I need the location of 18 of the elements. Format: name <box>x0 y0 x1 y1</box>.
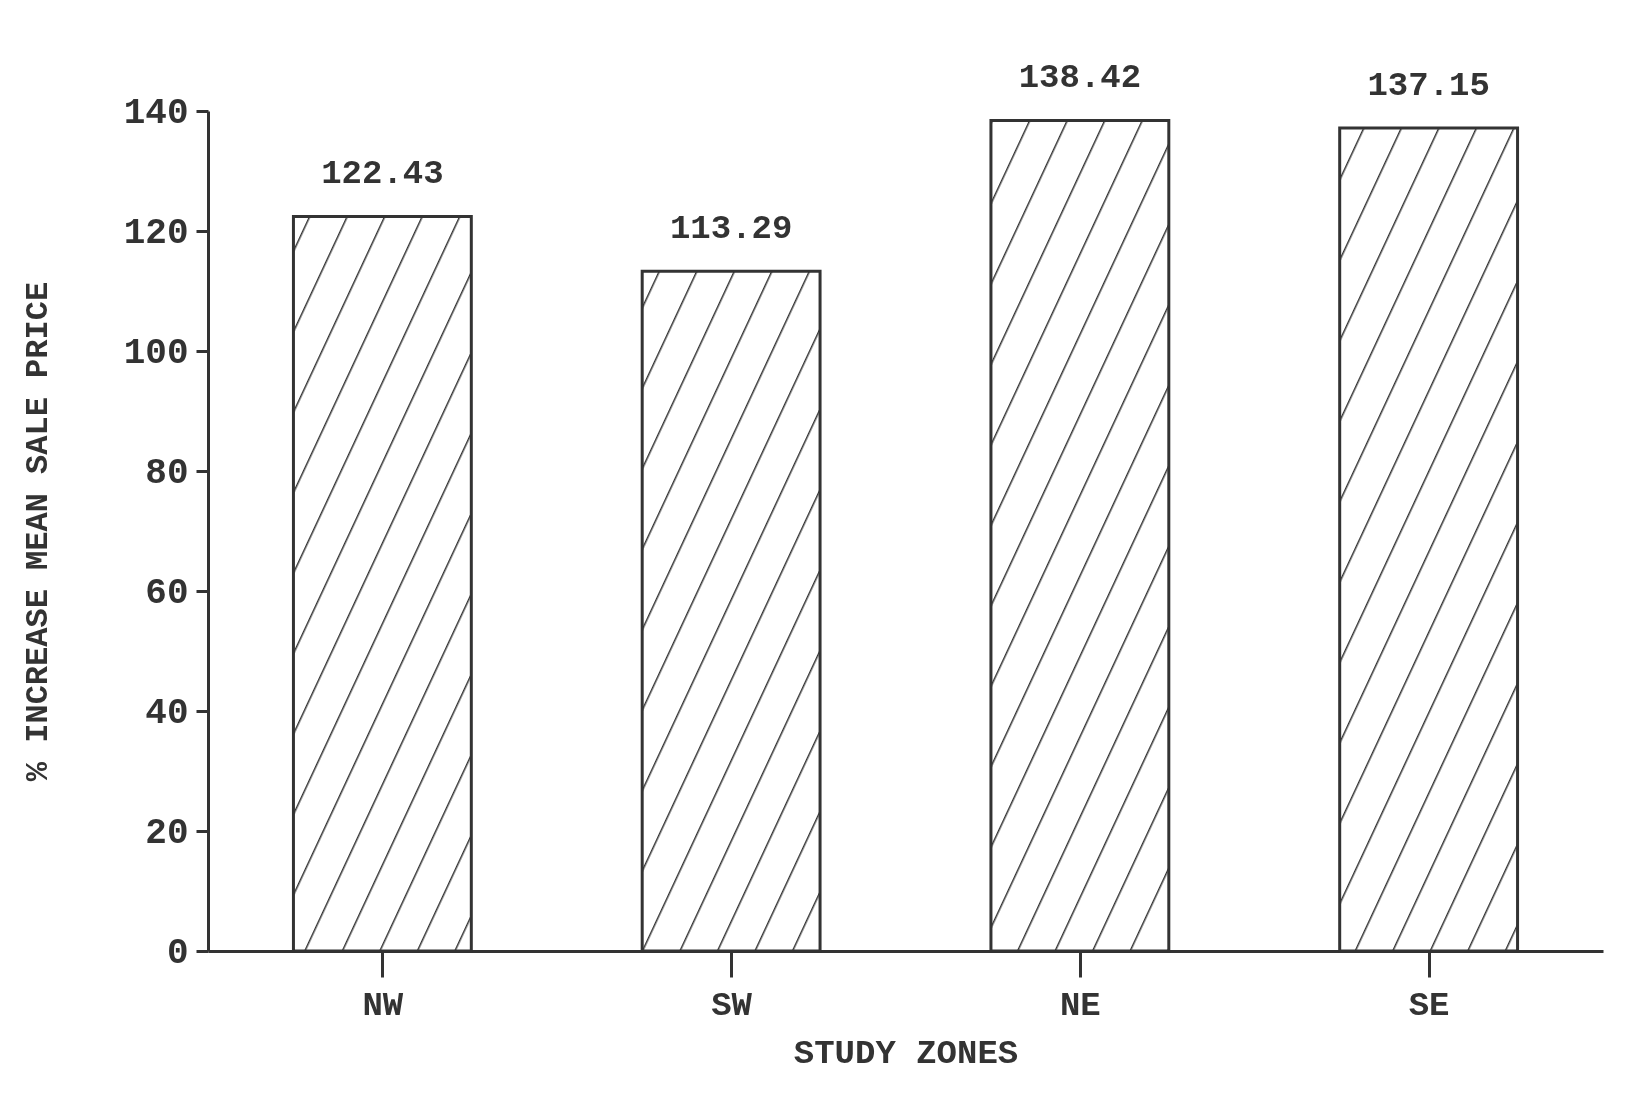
y-tick-label: 60 <box>145 572 189 614</box>
y-tick-label: 0 <box>166 932 189 974</box>
y-axis-title: % INCREASE MEAN SALE PRICE <box>19 281 57 782</box>
y-tick-label: 100 <box>123 332 189 374</box>
data-label: 137.15 <box>1367 67 1490 106</box>
y-tick-label: 140 <box>123 92 189 134</box>
y-tick-label: 120 <box>123 212 189 254</box>
y-tick-label: 40 <box>145 692 189 734</box>
x-tick-label: NW <box>362 986 404 1025</box>
y-tick-label: 80 <box>145 452 189 494</box>
data-label: 113.29 <box>669 210 793 249</box>
data-label: 122.43 <box>321 155 444 194</box>
y-tick-label: 20 <box>145 812 189 854</box>
x-tick-label: SE <box>1408 986 1450 1025</box>
x-tick-label: SW <box>711 986 753 1025</box>
x-axis-title: STUDY ZONES <box>793 1034 1019 1073</box>
x-tick-label: NE <box>1059 986 1101 1025</box>
data-label: 138.42 <box>1018 59 1142 98</box>
